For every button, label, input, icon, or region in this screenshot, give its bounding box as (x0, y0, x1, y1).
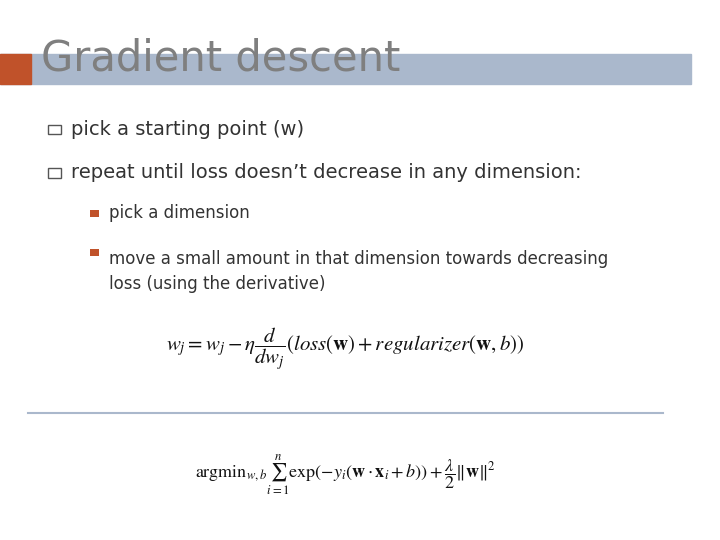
Bar (0, 54, 690, 84)
Bar (48, 168, 60, 178)
Text: Gradient descent: Gradient descent (42, 38, 401, 80)
Text: $\mathrm{argmin}_{w,b} \sum_{i=1}^{n} \exp(-y_i(\mathbf{w}\cdot\mathbf{x}_i + b): $\mathrm{argmin}_{w,b} \sum_{i=1}^{n} \e… (195, 453, 495, 497)
Bar (90, 248, 99, 255)
Text: pick a starting point (w): pick a starting point (w) (71, 120, 305, 139)
Text: repeat until loss doesn’t decrease in any dimension:: repeat until loss doesn’t decrease in an… (71, 163, 582, 183)
Text: move a small amount in that dimension towards decreasing
loss (using the derivat: move a small amount in that dimension to… (109, 250, 608, 293)
Bar (0, 54, 31, 84)
Bar (90, 210, 99, 217)
Text: $w_j = w_j - \eta \dfrac{d}{dw_j}(\mathit{loss}(\mathbf{w}) + \mathit{regularize: $w_j = w_j - \eta \dfrac{d}{dw_j}(\mathi… (166, 325, 525, 372)
Text: pick a dimension: pick a dimension (109, 204, 250, 222)
Bar (48, 125, 60, 134)
